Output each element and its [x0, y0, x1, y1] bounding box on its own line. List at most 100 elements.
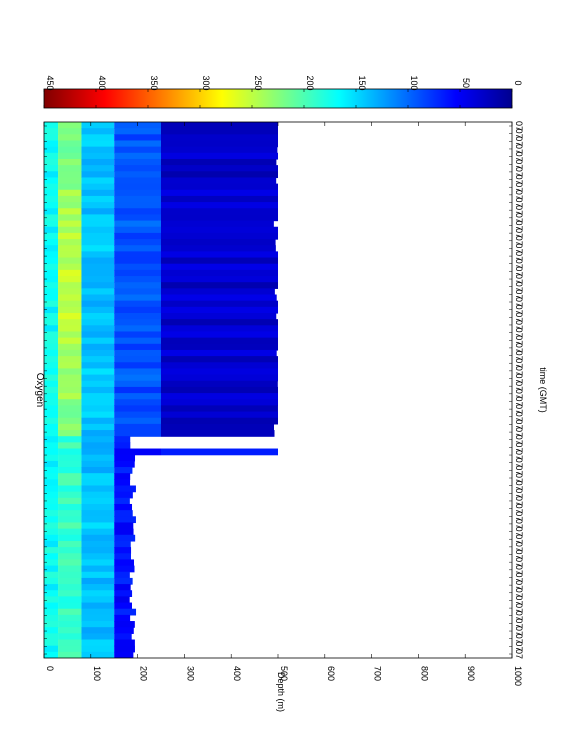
heatmap-cell: [81, 239, 115, 246]
heatmap-cell: [114, 448, 161, 456]
depth-axis-label: Depth (m): [276, 672, 286, 712]
heatmap-cell: [81, 232, 115, 240]
heatmap-cell: [114, 405, 161, 413]
heatmap-cell: [81, 362, 115, 370]
heatmap-cell: [114, 374, 161, 382]
heatmap-cell: [58, 208, 82, 216]
heatmap-cell: [81, 349, 115, 357]
heatmap-cell: [161, 356, 278, 363]
heatmap-cell: [81, 399, 115, 407]
heatmap-cell: [44, 356, 59, 363]
heatmap-cell: [81, 602, 115, 610]
heatmap-cell: [114, 608, 137, 616]
colorbar-tick-label: 300: [201, 75, 211, 90]
heatmap-cell: [58, 602, 82, 610]
heatmap-cell: [44, 269, 59, 277]
heatmap-cell: [58, 479, 82, 487]
heatmap-cell: [81, 596, 115, 604]
colorbar-tick-label: 400: [97, 75, 107, 90]
heatmap-cell: [58, 473, 82, 480]
heatmap-cell: [58, 152, 82, 160]
heatmap-cell: [44, 559, 59, 567]
heatmap-cell: [81, 559, 115, 567]
heatmap-cell: [58, 614, 82, 622]
heatmap-cell: [114, 528, 134, 536]
heatmap-cell: [44, 405, 59, 413]
time-tick-label: 07: [514, 228, 524, 238]
heatmap-cell: [81, 374, 115, 382]
heatmap-cell: [58, 590, 82, 597]
depth-axis: 0 100 200 300 400 500 600 700 800 900 1000: [43, 122, 523, 686]
heatmap-cell: [58, 214, 82, 222]
time-tick-label: 07: [514, 129, 524, 139]
heatmap-cell: [114, 602, 132, 610]
heatmap-cell: [58, 158, 82, 166]
heatmap-cell: [44, 146, 59, 154]
heatmap-cell: [58, 257, 82, 265]
heatmap-cell: [44, 590, 59, 597]
time-tick-label: 07: [514, 121, 524, 131]
heatmap-cell: [58, 467, 82, 474]
heatmap-cell: [58, 497, 82, 505]
colorbar-tick-label: 0: [513, 80, 523, 85]
heatmap-cell: [114, 380, 161, 388]
time-tick-label: 07: [514, 504, 524, 514]
heatmap-cell: [58, 627, 82, 634]
heatmap-cell: [161, 368, 278, 376]
heatmap-cell: [114, 325, 161, 333]
heatmap-cell: [44, 134, 59, 142]
time-tick-label: 07: [514, 649, 524, 659]
heatmap-cell: [81, 257, 115, 265]
heatmap-cell: [58, 294, 82, 302]
heatmap-cell: [114, 485, 136, 493]
heatmap-cell: [44, 442, 59, 450]
colorbar-tick-label: 250: [253, 75, 263, 90]
heatmap-cell: [44, 276, 59, 283]
heatmap-cell: [58, 559, 82, 567]
heatmap-cell: [44, 473, 59, 480]
depth-tick-label: 700: [373, 666, 383, 681]
heatmap-cell: [58, 220, 82, 228]
heatmap-cell: [161, 245, 276, 252]
heatmap-cell: [44, 165, 59, 172]
heatmap-cell: [44, 208, 59, 216]
time-tick-label: 07: [514, 335, 524, 345]
heatmap-cell: [114, 239, 161, 246]
heatmap-cell: [161, 300, 278, 308]
heatmap-cell: [81, 128, 115, 135]
heatmap-cell: [44, 214, 59, 222]
heatmap-cell: [58, 306, 82, 314]
time-tick-label: 07: [514, 450, 524, 460]
heatmap-cell: [44, 516, 59, 524]
heatmap-cell: [114, 386, 161, 394]
heatmap-cell: [44, 602, 59, 610]
time-tick-label: 07: [514, 496, 524, 506]
depth-tick-label: 0: [45, 666, 55, 671]
heatmap-cell: [44, 331, 59, 339]
heatmap-cell: [44, 349, 59, 357]
heatmap-cell: [81, 276, 115, 283]
heatmap-cell: [44, 614, 59, 622]
heatmap-cell: [114, 319, 161, 326]
heatmap-cell: [81, 171, 115, 179]
heatmap-cell: [81, 368, 115, 376]
time-tick-label: 07: [514, 389, 524, 399]
heatmap-cell: [44, 436, 59, 443]
heatmap-cell: [44, 651, 59, 658]
heatmap-cell: [81, 423, 115, 431]
heatmap-cell: [114, 577, 133, 585]
heatmap-cell: [114, 257, 161, 265]
heatmap-cell: [58, 282, 82, 289]
heatmap-cell: [161, 226, 278, 234]
heatmap-cell: [58, 553, 82, 561]
heatmap-cell: [81, 577, 115, 585]
heatmap-cell: [161, 337, 278, 345]
heatmap-cell: [58, 368, 82, 376]
heatmap-cell: [81, 282, 115, 289]
heatmap-cell: [58, 183, 82, 191]
heatmap-cell: [44, 565, 59, 573]
time-tick-label: 07: [514, 351, 524, 361]
heatmap-cell: [161, 331, 278, 339]
heatmap-cell: [81, 343, 115, 351]
heatmap-cell: [114, 540, 131, 548]
